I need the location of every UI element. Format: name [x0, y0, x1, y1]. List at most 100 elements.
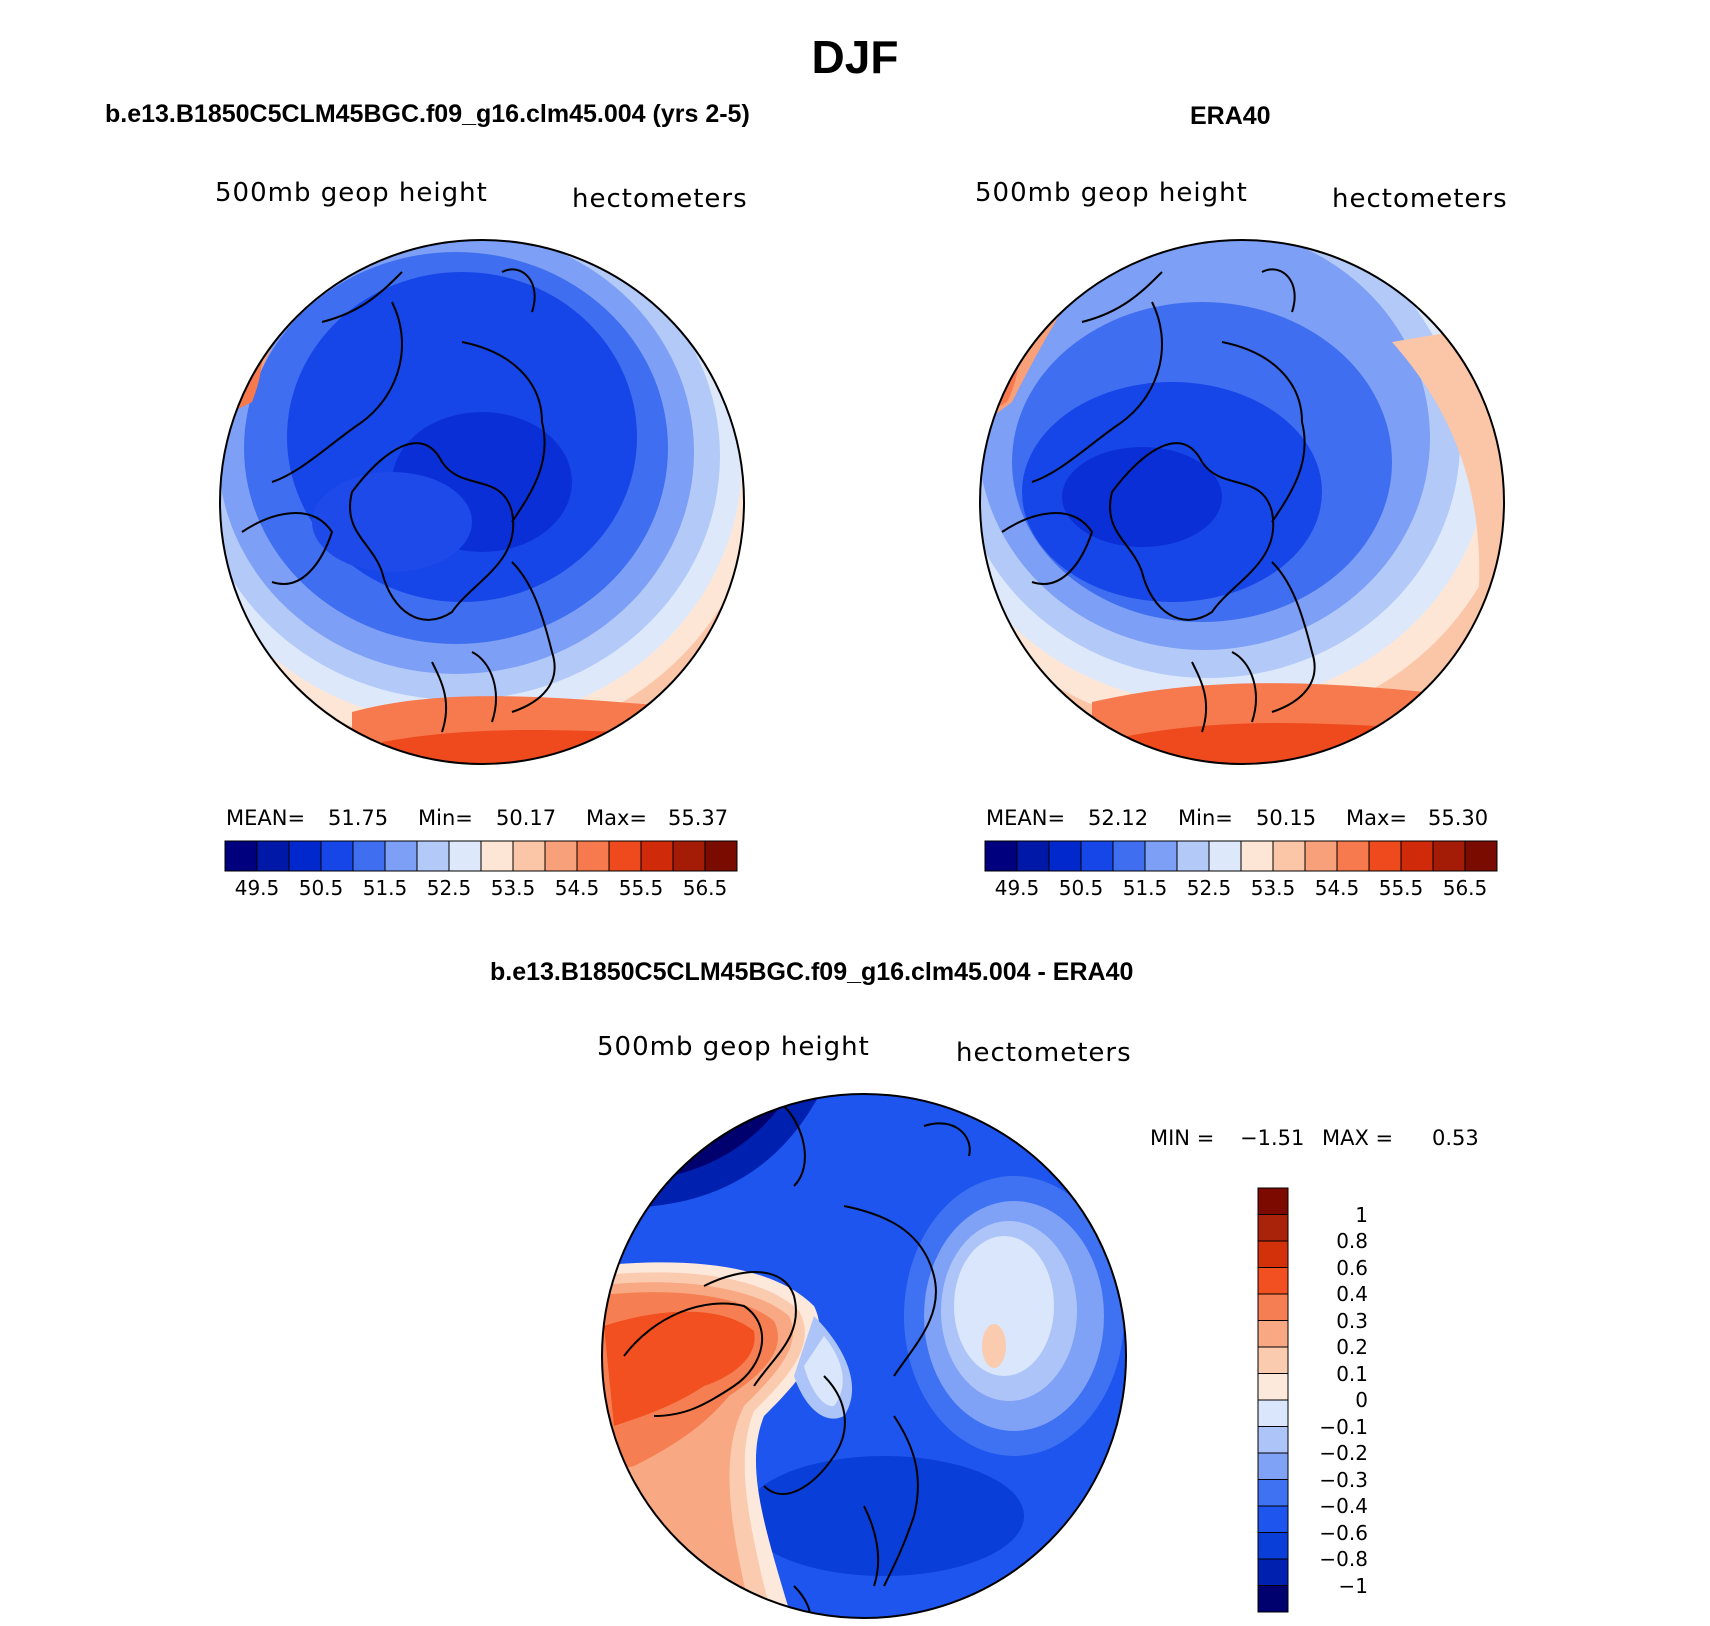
- obs-colorbar-ticks: 49.5 50.5 51.5 52.5 53.5 54.5 55.5 56.5: [985, 876, 1497, 900]
- diff-colorbar-swatch: [1257, 1479, 1289, 1507]
- diff-colorbar-swatch: [1257, 1293, 1289, 1321]
- obs-colorbar-swatch: [1016, 840, 1050, 872]
- model-max-value: 55.37: [668, 806, 729, 830]
- diff-colorbar-swatch: [1257, 1558, 1289, 1586]
- diff-colorbar-swatch: [1257, 1505, 1289, 1533]
- obs-colorbar-tick-label: 53.5: [1250, 876, 1296, 900]
- obs-min-label: Min=: [1178, 806, 1233, 830]
- model-colorbar-swatch: [448, 840, 482, 872]
- model-min-value: 50.17: [496, 806, 557, 830]
- model-polar-map: [219, 239, 745, 765]
- model-colorbar-swatch: [288, 840, 322, 872]
- diff-colorbar-swatch: [1257, 1399, 1289, 1427]
- diff-colorbar: [1257, 1187, 1289, 1613]
- model-colorbar-swatch: [512, 840, 546, 872]
- model-colorbar-swatch: [352, 840, 386, 872]
- obs-colorbar-swatch: [1464, 840, 1498, 872]
- model-colorbar-swatch: [256, 840, 290, 872]
- obs-colorbar-swatch: [1240, 840, 1274, 872]
- figure-title: DJF: [811, 31, 899, 83]
- diff-colorbar-tick-label: 0.4: [1336, 1282, 1368, 1306]
- obs-colorbar-swatch: [1112, 840, 1146, 872]
- diff-panel-header: b.e13.B1850C5CLM45BGC.f09_g16.clm45.004 …: [490, 958, 1134, 986]
- model-colorbar-swatch: [416, 840, 450, 872]
- diff-colorbar-tick-label: −0.2: [1319, 1441, 1368, 1465]
- model-colorbar-swatch: [480, 840, 514, 872]
- model-colorbar-tick-label: 53.5: [490, 876, 536, 900]
- obs-colorbar-swatch: [984, 840, 1018, 872]
- obs-mean-value: 52.12: [1088, 806, 1149, 830]
- diff-colorbar-swatch: [1257, 1214, 1289, 1242]
- obs-panel-header: ERA40: [1190, 102, 1271, 130]
- model-colorbar-tick-label: 50.5: [298, 876, 344, 900]
- diff-colorbar-swatch: [1257, 1426, 1289, 1454]
- diff-colorbar-swatch: [1257, 1320, 1289, 1348]
- diff-colorbar-swatch: [1257, 1240, 1289, 1268]
- model-colorbar-swatch: [576, 840, 610, 872]
- model-colorbar-tick-label: 55.5: [618, 876, 664, 900]
- model-colorbar-ticks: 49.5 50.5 51.5 52.5 53.5 54.5 55.5 56.5: [225, 876, 737, 900]
- model-colorbar-swatch: [384, 840, 418, 872]
- obs-colorbar-tick-label: 50.5: [1058, 876, 1104, 900]
- diff-colorbar-tick-label: −1: [1338, 1573, 1368, 1598]
- diff-max-value: 0.53: [1432, 1126, 1479, 1150]
- diff-colorbar-tick-label: 0.6: [1336, 1255, 1368, 1280]
- diff-polar-map: [601, 1093, 1127, 1619]
- obs-colorbar-tick-label: 54.5: [1314, 876, 1360, 900]
- diff-max-label: MAX =: [1322, 1126, 1394, 1150]
- obs-variable-label: 500mb geop height: [975, 178, 1248, 208]
- obs-colorbar-tick-label: 55.5: [1378, 876, 1424, 900]
- diff-colorbar-swatch: [1257, 1532, 1289, 1560]
- obs-colorbar-swatch: [1336, 840, 1370, 872]
- diff-colorbar-tick-label: −0.8: [1319, 1547, 1368, 1571]
- diff-colorbar-swatch: [1257, 1267, 1289, 1295]
- model-colorbar-tick-label: 52.5: [426, 876, 472, 900]
- obs-colorbar-swatch: [1144, 840, 1178, 872]
- model-colorbar-tick-label: 51.5: [362, 876, 408, 900]
- diff-variable-label: 500mb geop height: [597, 1032, 870, 1062]
- obs-min-value: 50.15: [1256, 806, 1317, 830]
- obs-colorbar-swatch: [1304, 840, 1338, 872]
- diff-min-value: −1.51: [1240, 1126, 1305, 1150]
- obs-colorbar-tick-label: 51.5: [1122, 876, 1168, 900]
- diff-colorbar-swatch: [1257, 1346, 1289, 1374]
- model-panel-header: b.e13.B1850C5CLM45BGC.f09_g16.clm45.004 …: [105, 100, 750, 128]
- model-colorbar-swatch: [224, 840, 258, 872]
- obs-mean-label: MEAN=: [986, 806, 1066, 830]
- model-colorbar-tick-label: 49.5: [234, 876, 280, 900]
- model-colorbar-swatch: [320, 840, 354, 872]
- diff-colorbar-swatch: [1257, 1373, 1289, 1401]
- model-colorbar-swatch: [704, 840, 738, 872]
- diff-colorbar-tick-label: 0: [1355, 1388, 1368, 1412]
- obs-colorbar-swatch: [1048, 840, 1082, 872]
- model-variable-label: 500mb geop height: [215, 178, 488, 208]
- model-colorbar-swatch: [544, 840, 578, 872]
- diff-colorbar-tick-label: 0.8: [1336, 1229, 1368, 1253]
- diff-colorbar-ticks: 1 0.8 0.6 0.4 0.3 0.2 0.1 0 −0.1 −0.2 −0.3 −0.4 −0.6…: [1296, 1188, 1386, 1612]
- obs-polar-map: [979, 239, 1505, 765]
- diff-min-label: MIN =: [1150, 1126, 1215, 1150]
- diff-units-label: hectometers: [956, 1038, 1132, 1068]
- model-colorbar-swatch: [608, 840, 642, 872]
- obs-colorbar-swatch: [1368, 840, 1402, 872]
- diff-colorbar-tick-label: −0.1: [1319, 1414, 1368, 1439]
- diff-colorbar-tick-label: −0.6: [1319, 1520, 1368, 1545]
- obs-units-label: hectometers: [1332, 184, 1508, 214]
- obs-colorbar-tick-label: 49.5: [994, 876, 1040, 900]
- model-colorbar: [224, 840, 738, 872]
- diff-colorbar-swatch: [1257, 1585, 1289, 1613]
- obs-max-value: 55.30: [1428, 806, 1489, 830]
- model-colorbar-swatch: [640, 840, 674, 872]
- obs-colorbar-swatch: [1208, 840, 1242, 872]
- model-min-label: Min=: [418, 806, 473, 830]
- model-colorbar-tick-label: 54.5: [554, 876, 600, 900]
- diff-colorbar-tick-label: 0.2: [1336, 1335, 1368, 1359]
- diff-colorbar-tick-label: 1: [1355, 1202, 1368, 1227]
- model-colorbar-swatch: [672, 840, 706, 872]
- diff-colorbar-tick-label: −0.3: [1319, 1467, 1368, 1492]
- obs-colorbar-swatch: [1080, 840, 1114, 872]
- obs-max-label: Max=: [1346, 806, 1408, 830]
- obs-colorbar-swatch: [1272, 840, 1306, 872]
- diff-colorbar-tick-label: 0.3: [1336, 1308, 1368, 1333]
- diff-colorbar-tick-label: 0.1: [1336, 1361, 1368, 1386]
